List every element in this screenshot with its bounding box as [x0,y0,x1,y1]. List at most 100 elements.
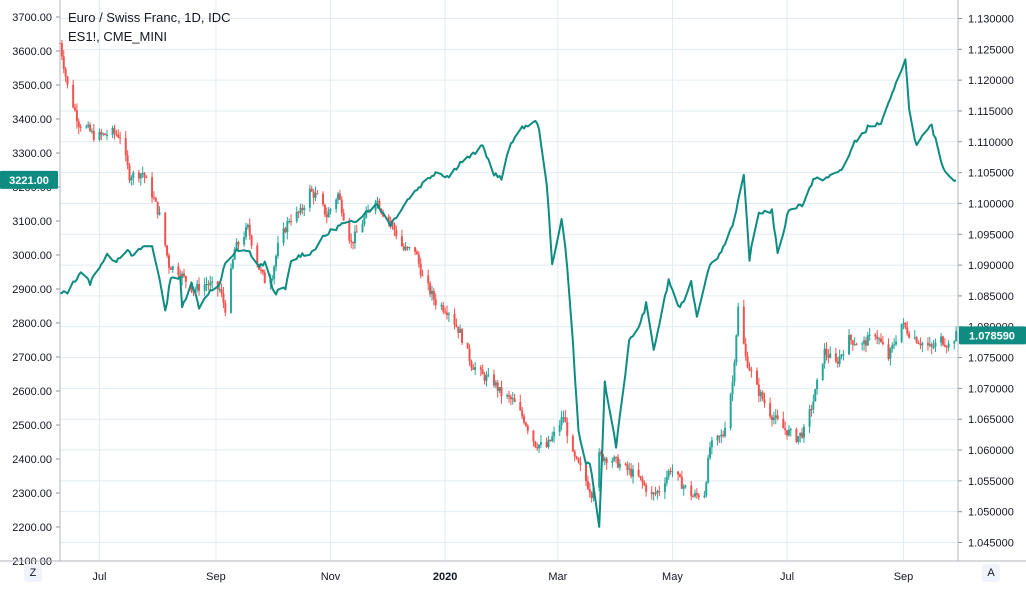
candle-body [902,322,905,324]
candle-body [308,188,311,208]
candle-body [908,333,911,338]
candle-body [801,432,804,438]
candle [590,491,593,503]
candle-body [98,131,101,140]
main-series-title[interactable]: Euro / Swiss Franc, 1D, IDC [68,10,231,25]
candle [92,124,95,142]
left-axis-button[interactable]: Z [24,564,42,582]
candle [323,204,326,218]
candle-body [720,434,723,437]
candle-body [707,457,710,483]
candle [707,454,710,484]
candle [363,214,366,227]
candle [746,351,749,369]
candle [639,475,642,481]
candle [353,225,356,249]
candle [130,175,133,186]
candle [658,485,661,497]
candle-body [757,384,760,396]
candle-body [444,311,447,313]
candle [769,397,772,420]
candle-body [246,224,249,228]
overlay-series-title[interactable]: ES1!, CME_MINI [68,29,167,44]
candle [275,254,278,272]
candle-body [724,428,727,437]
candle-body [571,436,574,452]
candle-body [759,392,762,396]
candle-body [887,344,890,359]
candle [553,426,556,443]
candle-body [900,323,903,342]
right-tick-label: 1.095000 [968,229,1014,241]
candle [801,427,804,440]
x-tick-label: Mar [548,571,567,583]
candle-body [678,474,681,477]
candle-body [483,374,486,381]
candle-body [325,214,328,218]
es1-line-series [59,58,957,528]
candle [312,188,315,205]
candle-body [926,343,929,346]
candle-body [152,197,155,199]
candle-body [154,198,157,202]
candle-body [378,200,381,210]
candle-body [861,343,864,345]
candle [72,79,75,109]
right-tick-label: 1.060000 [968,445,1014,457]
candle [132,170,135,186]
candle [943,338,946,348]
candle-body [430,291,433,295]
candle-body [130,178,133,181]
candle-body [102,133,105,135]
left-last-value: 3221.00 [9,175,49,187]
candle [297,210,300,219]
candle-body [526,425,529,431]
candle-body [301,208,304,210]
candle [836,357,839,368]
candle [485,371,488,387]
candle [119,131,122,145]
candle-body [427,275,430,284]
candle-body [718,435,721,437]
candle-body [132,172,135,179]
candle-body [733,362,736,383]
candle-body [402,246,405,250]
candle-body [786,430,789,436]
candle-body [641,477,644,483]
candle [838,349,841,368]
candle-body [156,201,159,215]
candle [288,218,291,224]
candle-body [953,341,956,344]
candle [735,334,738,366]
candle-body [440,305,443,307]
candle [496,380,499,398]
candle-body [421,275,424,277]
candle [915,336,918,344]
candle-body [508,395,510,397]
candle [447,312,450,322]
candle-body [273,266,276,279]
candle [440,302,443,310]
candle [273,264,276,285]
candle-body [538,444,541,449]
candle-body [244,227,247,237]
candle [825,342,828,361]
candle [102,132,105,137]
candle-body [393,224,396,231]
candle-body [400,236,403,247]
candle [421,269,424,277]
candle [932,339,935,350]
right-axis-button[interactable]: A [982,564,1000,582]
candle-body [825,348,828,355]
right-tick-label: 1.045000 [968,538,1014,550]
candle [697,492,700,501]
candle-body [889,348,892,359]
candle-body [932,346,935,348]
candle-body [600,452,603,455]
candle [211,276,214,289]
candle [459,324,462,333]
candle-body [921,343,924,346]
candle-body [941,336,944,345]
candle [921,341,924,353]
